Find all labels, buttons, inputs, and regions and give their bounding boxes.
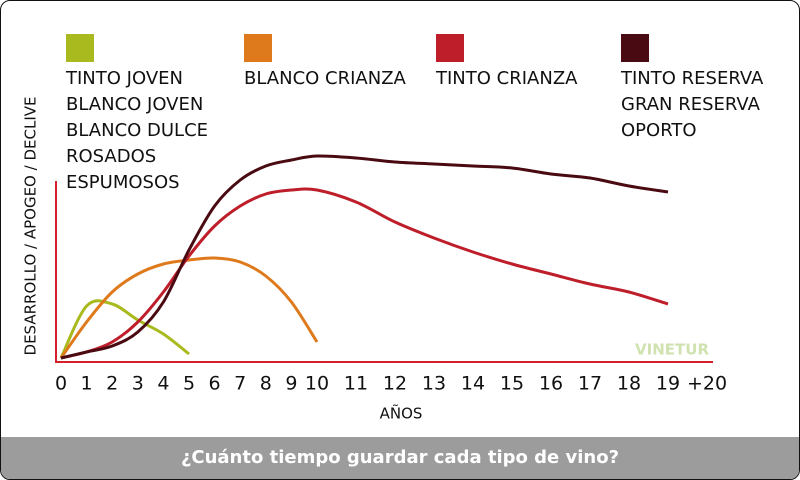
legend-swatch xyxy=(621,34,649,62)
x-tick-label: 13 xyxy=(422,373,446,395)
x-tick-label: 19 xyxy=(656,373,680,395)
x-tick-label: 8 xyxy=(260,373,272,395)
x-tick-label: 17 xyxy=(578,373,602,395)
footer-title: ¿Cuánto tiempo guardar cada tipo de vino… xyxy=(1,437,799,479)
x-tick-label: 7 xyxy=(234,373,246,395)
x-tick-label: 15 xyxy=(500,373,524,395)
x-tick-label: 16 xyxy=(539,373,563,395)
legend-swatch xyxy=(436,34,464,62)
legend-swatch xyxy=(244,34,272,62)
x-tick-label: 11 xyxy=(344,373,368,395)
series-line xyxy=(60,154,669,360)
legend-label: GRAN RESERVA xyxy=(621,94,761,115)
series-line xyxy=(60,187,669,360)
x-tick-label: 10 xyxy=(305,373,329,395)
legend-label: TINTO JOVEN xyxy=(65,68,183,89)
legend-label: BLANCO CRIANZA xyxy=(244,68,407,89)
x-tick-label: 18 xyxy=(617,373,641,395)
x-tick-label: 6 xyxy=(209,373,221,395)
x-tick-label: 0 xyxy=(55,373,67,395)
legend-label: OPORTO xyxy=(621,120,697,141)
legend-label: TINTO CRIANZA xyxy=(435,68,578,89)
legend-label: TINTO RESERVA xyxy=(620,68,764,89)
x-tick-label: 9 xyxy=(285,373,297,395)
legend-label: ROSADOS xyxy=(66,146,156,167)
legend-swatch xyxy=(66,34,94,62)
watermark: VINETUR xyxy=(635,341,709,359)
x-tick-label: 1 xyxy=(81,373,93,395)
x-tick-label: +20 xyxy=(687,373,727,395)
x-tick-label: 2 xyxy=(106,373,118,395)
x-tick-label: 12 xyxy=(383,373,407,395)
series-line xyxy=(59,299,190,359)
x-tick-label: 5 xyxy=(183,373,195,395)
series-line xyxy=(59,256,319,359)
x-tick-label: 3 xyxy=(132,373,144,395)
chart: DESARROLLO / APOGEO / DECLIVE AÑOS VINET… xyxy=(22,34,764,423)
legend-label: BLANCO JOVEN xyxy=(66,94,203,115)
legend-label: ESPUMOSOS xyxy=(66,172,180,193)
y-axis-label: DESARROLLO / APOGEO / DECLIVE xyxy=(22,97,40,356)
x-tick-label: 14 xyxy=(461,373,485,395)
legend-label: BLANCO DULCE xyxy=(66,120,208,141)
x-axis-label: AÑOS xyxy=(380,404,423,423)
x-tick-label: 4 xyxy=(157,373,169,395)
